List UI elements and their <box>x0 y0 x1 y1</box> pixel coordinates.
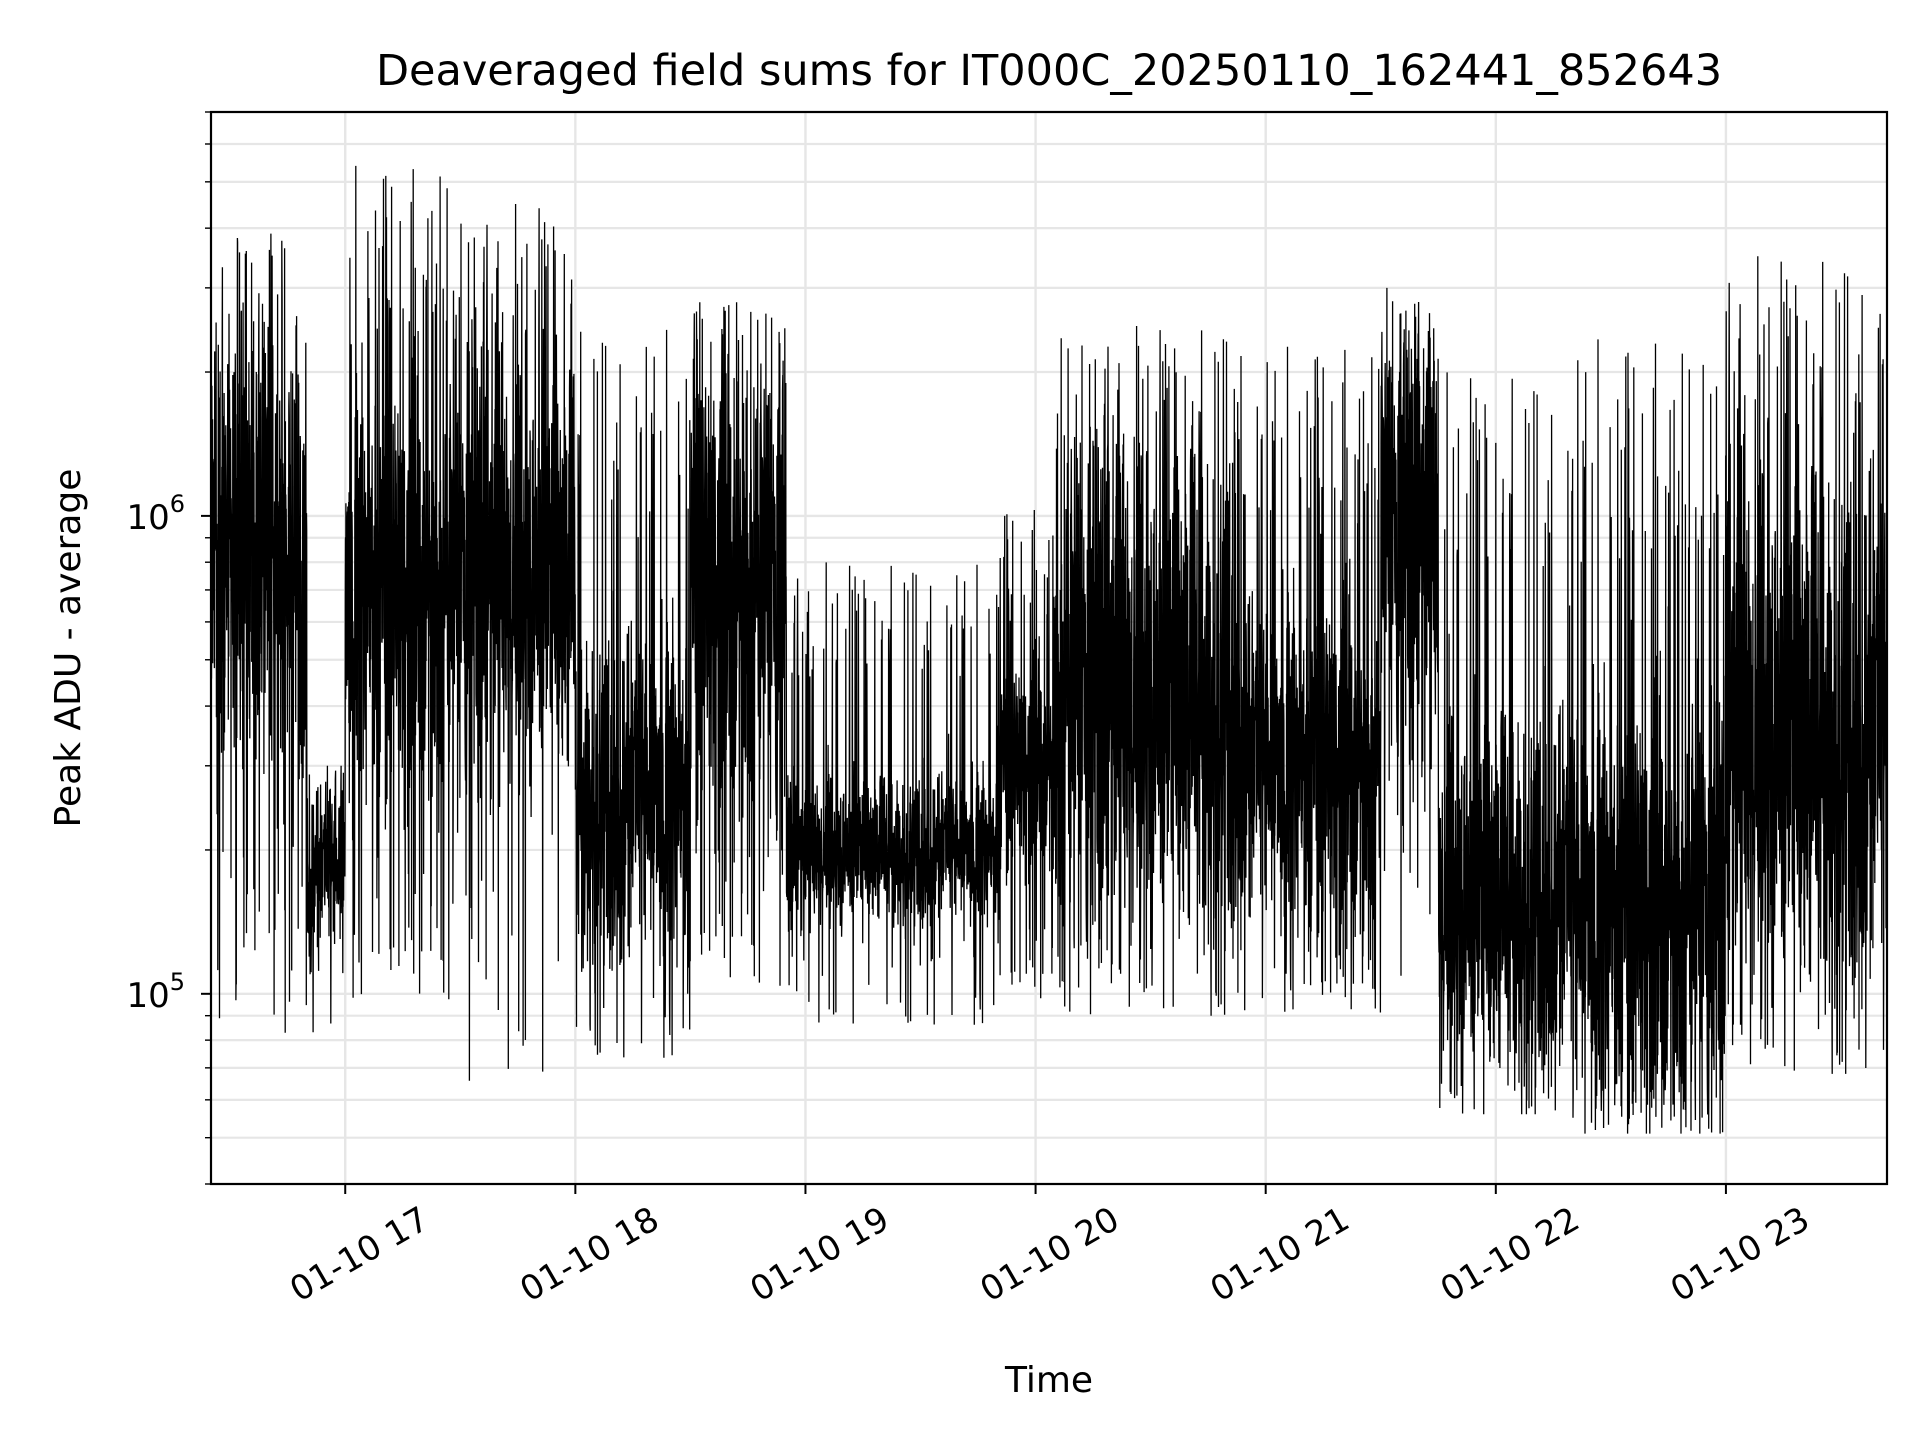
x-tick-label: 01-10 20 <box>974 1199 1126 1310</box>
x-tick-label: 01-10 21 <box>1204 1199 1356 1310</box>
x-axis-label: Time <box>1004 1360 1093 1401</box>
x-tick-label: 01-10 19 <box>744 1199 896 1310</box>
y-axis-label: Peak ADU - average <box>48 469 89 828</box>
x-tick-label: 01-10 18 <box>513 1199 665 1310</box>
x-tick-label: 01-10 17 <box>283 1199 435 1310</box>
chart-title: Deaveraged field sums for IT000C_2025011… <box>376 46 1722 96</box>
y-tick-label: 106 <box>126 490 185 538</box>
x-tick-label: 01-10 23 <box>1664 1199 1816 1310</box>
plot-frame <box>209 110 1889 1186</box>
y-tick-label: 105 <box>126 968 185 1016</box>
series-line <box>210 165 1888 1134</box>
x-tick-label: 01-10 22 <box>1434 1199 1586 1310</box>
